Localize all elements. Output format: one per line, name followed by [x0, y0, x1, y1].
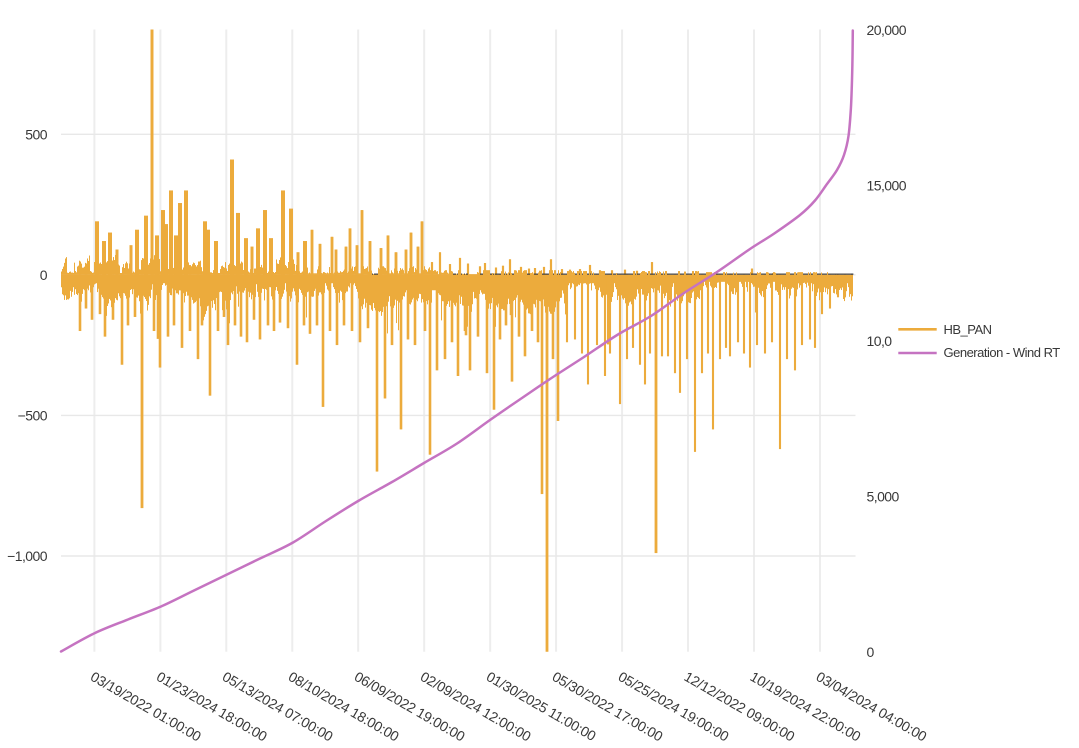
svg-text:20,000: 20,000 — [867, 22, 907, 38]
svg-text:HB_PAN: HB_PAN — [944, 322, 992, 337]
svg-text:0: 0 — [867, 644, 875, 660]
svg-text:−1,000: −1,000 — [7, 548, 48, 564]
svg-text:0: 0 — [40, 267, 48, 283]
svg-text:−500: −500 — [18, 407, 48, 423]
svg-text:15,000: 15,000 — [867, 178, 907, 194]
svg-text:5,000: 5,000 — [867, 489, 900, 505]
svg-text:Generation - Wind RT: Generation - Wind RT — [944, 345, 1061, 360]
svg-text:500: 500 — [25, 126, 47, 142]
